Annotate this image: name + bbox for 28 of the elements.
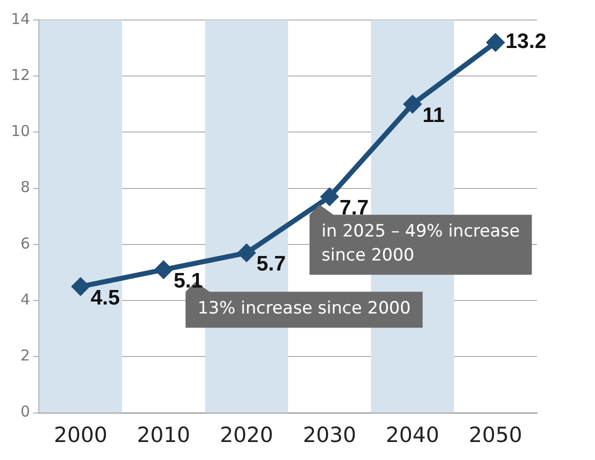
x-tick-label: 2040 [386,422,440,447]
data-label: 4.5 [90,286,120,310]
data-label: 11 [422,104,446,127]
annotation: 13% increase since 2000 [198,298,411,319]
data-label: 5.7 [256,252,286,276]
y-tick-label: 4 [20,290,30,308]
x-tick-label: 2030 [302,422,356,447]
data-label: 13.2 [506,30,546,54]
point [404,96,422,113]
x-tick-label: 2000 [54,422,108,447]
annotation: in 2025 – 49% increase since 2000 [322,222,520,266]
point [155,261,172,278]
y-tick-label: 8 [20,178,30,196]
point [321,188,338,206]
y-tick-label: 10 [10,122,30,140]
y-tick-label: 6 [20,234,30,252]
x-tick-label: 2020 [220,422,274,447]
point [238,244,256,262]
point [72,278,90,296]
data-label: 7.7 [340,196,369,220]
data-label: 5.1 [174,270,204,293]
y-tick-label: 14 [10,10,30,28]
y-tick-label: 12 [10,66,30,84]
y-tick-label: 2 [20,346,30,365]
x-tick-label: 2050 [468,422,522,447]
y-tick-label: 0 [20,402,30,421]
point [487,34,504,51]
x-tick-label: 2010 [136,422,190,447]
